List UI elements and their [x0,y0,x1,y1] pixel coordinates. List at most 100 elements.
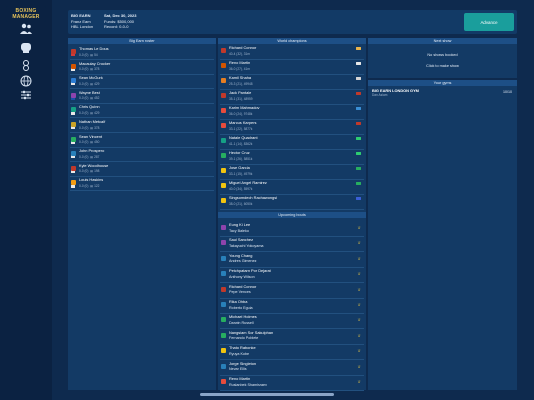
champions-title: World champions [218,38,366,44]
nationality-flag-icon [71,82,75,86]
boxer-rank: 429 [94,110,100,115]
country-flag-icon [356,151,361,155]
boxer-name: Nathan Metcalf [79,119,106,124]
make-show-link[interactable]: Click to make show [426,64,459,68]
bout-row[interactable]: Saul Sanchez Takayuchi Yokoyama ♕ [220,237,364,249]
ranking-icon: ▤ [90,125,95,130]
champion-name: Karim Mahmadov [229,105,260,110]
boxer-name: Chris Quinn [79,104,100,110]
settings-sliders-icon[interactable] [18,88,34,102]
row-divider [220,58,364,59]
bout-row[interactable]: Jorge Singleton Nevar Ellis ♕ [220,361,364,373]
champion-badge-icon [221,123,226,128]
champion-row[interactable]: Miguel Angel Ramirez 40-0 (34), 5597k [220,180,364,192]
country-flag-icon [356,136,361,140]
bout-fighter-b: Pepe Vences [229,290,251,295]
bout-row[interactable]: Petchpatarn Por Dejarat Anthony Wilson ♕ [220,268,364,280]
champion-row[interactable]: Kamil Shaha 25-3 (21), 49948 [220,75,364,87]
champion-row[interactable]: Karim Mahmadov 36-0 (24), 9748k [220,105,364,117]
division-badge-icon [221,302,226,307]
boxer-record: 0-0 (0) ▤ 452 [79,96,99,100]
header-bar: BIG EARN Franz Earn HBL London Sat, Dec … [68,10,517,34]
champion-row[interactable]: Richard Connor 40-4 (32), 31m [220,45,364,57]
row-divider [220,118,364,119]
gym-info: BIG EARN Franz Earn HBL London [71,13,93,30]
row-divider [220,297,364,299]
nationality-flag-icon [71,53,75,57]
champion-row[interactable]: Natale Quadrant 41-1 (14), 8362k [220,135,364,147]
boxer-name: John Prospero [79,148,105,154]
title-belt-icon: ♕ [357,240,361,246]
champion-row[interactable]: Singsomdech Rachawongsi 38-0 (21), 6050k [220,195,364,207]
champion-badge-icon [221,198,226,203]
roster-row[interactable]: Sean McGurk 0-0 (0) ▤ 429 [70,75,214,87]
champion-name: Natale Quadrant [229,135,258,140]
bout-row[interactable]: Michael Holmes Darwin Russell ♕ [220,314,364,326]
country-flag-icon [356,46,361,50]
bout-fighter-b: Takayuchi Yokoyama [229,243,264,248]
boxer-rank: 378 [94,125,100,130]
gym-row[interactable]: BIG EARN LONDON GYM Dan Aslam 10/10 [370,88,515,98]
gym-row-name: BIG EARN LONDON GYM [372,88,419,93]
boxer-record: 0-0 (0) ▤ 378 [79,126,99,130]
trainer-icon[interactable] [18,58,34,72]
title-belt-icon: ♕ [357,302,361,307]
roster-panel: Big Earn roster Thomas Le Dous 0-0 (0) ▤ … [68,38,216,390]
champion-row[interactable]: Reno Martin 36-0 (27), 41m [220,60,364,72]
bout-fighter-b: Ruslanbek Shamirzaev [229,382,267,387]
globe-icon[interactable] [18,74,34,88]
roster-row[interactable]: Wayne Best 0-0 (0) ▤ 452 [70,90,214,102]
nationality-flag-icon [71,111,75,115]
row-divider [220,88,364,89]
roster-row[interactable]: Sean Vincent 0-0 (0) ▤ 450 [70,134,214,146]
champion-row[interactable]: Marcus Karpers 33-1 (22), 5877k [220,120,364,132]
roster-row[interactable]: John Prospero 0-0 (0) ▤ 287 [70,148,214,160]
row-divider [220,208,364,209]
champion-name: Hector Cruz [229,150,250,155]
ranking-icon: ▤ [90,183,95,188]
row-divider [70,59,214,60]
roster-row[interactable]: Thomas Le Dous 0-0 (0) ▤ 54 [70,46,214,58]
bout-row[interactable]: Young Chang Andres Gimenez ♕ [220,253,364,265]
bout-row[interactable]: Richard Connor Pepe Vences ♕ [220,284,364,296]
game-status: Sat, Dec 30, 2023 Funds: $500,000 Record… [104,13,136,30]
roster-row[interactable]: Louis Haskins 0-0 (0) ▤ 122 [70,177,214,189]
nationality-flag-icon [71,170,75,174]
roster-row[interactable]: Macaulay Crocker 0-0 (0) ▤ 378 [70,61,214,73]
roster-row[interactable]: Kyle Woodhouse 0-0 (0) ▤ 198 [70,163,214,175]
boxer-rank: 452 [94,96,100,101]
bout-row[interactable]: Rika Ohba Roberto Eguia ♕ [220,299,364,311]
champion-row[interactable]: Jack Pantale 35-1 (31), 48959 [220,90,364,102]
bout-row[interactable]: Nangsiam Sor Sakulphan Fernando Poblete ♕ [220,330,364,342]
title-belt-icon: ♕ [357,379,361,384]
row-divider [220,390,364,391]
row-divider [70,73,214,75]
champion-name: Jose Garcia [229,165,250,170]
champion-name: Reno Martin [229,60,251,65]
bout-fighter-a: Richard Connor [229,283,257,289]
division-badge-icon [221,348,226,354]
sidebar: BOXING MANAGER [0,0,52,400]
roster-row[interactable]: Chris Quinn 0-0 (0) ▤ 429 [70,104,214,116]
champion-row[interactable]: Hector Cruz 39-1 (26), 5851k [220,150,364,162]
row-divider [70,117,214,118]
app-logo[interactable]: BOXING MANAGER [6,6,46,22]
bout-fighter-b: Andres Gimenez [229,259,257,264]
bout-row[interactable]: Thato Rabonke Ryuya Kobe ♕ [220,345,364,357]
champion-row[interactable]: Jose Garcia 33-1 (15), 4979k [220,165,364,177]
people-icon[interactable] [18,22,34,36]
champion-badge-icon [221,78,226,83]
bout-row[interactable]: Reno Martin Ruslanbek Shamirzaev ♕ [220,376,364,388]
current-date: Sat, Dec 30, 2023 [104,13,137,18]
champion-badge-icon [221,48,226,53]
champion-record: 33-1 (15), 4979k [229,171,253,176]
advance-button[interactable]: Advance [464,13,514,31]
bout-row[interactable]: Eung Ki Lee Tacy Baleko ♕ [220,222,364,234]
row-divider [70,102,214,104]
boxer-record-text: 0-0 (0) [79,140,89,145]
boxer-rank: 429 [94,81,100,86]
nationality-flag-icon [71,155,75,159]
gloves-icon[interactable] [18,40,34,54]
roster-row[interactable]: Nathan Metcalf 0-0 (0) ▤ 378 [70,119,214,131]
boxer-record: 0-0 (0) ▤ 429 [79,82,99,86]
